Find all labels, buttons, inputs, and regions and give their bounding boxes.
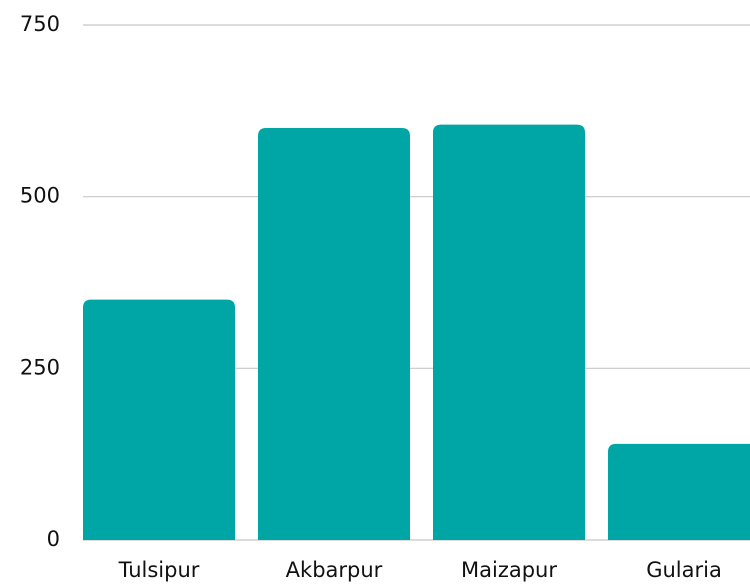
bar [608, 443, 750, 540]
y-tick-label: 500 [20, 184, 60, 208]
y-tick-label: 0 [47, 527, 60, 551]
y-tick-label: 750 [20, 12, 60, 36]
x-tick-label: Gularia [646, 558, 722, 582]
y-tick-label: 250 [20, 355, 60, 379]
bar [433, 124, 585, 541]
x-tick-label: Akbarpur [286, 558, 383, 582]
x-tick-label: Maizapur [461, 558, 557, 582]
x-tick-label: Tulsipur [118, 558, 200, 582]
bar [83, 299, 235, 540]
bar [258, 128, 410, 540]
